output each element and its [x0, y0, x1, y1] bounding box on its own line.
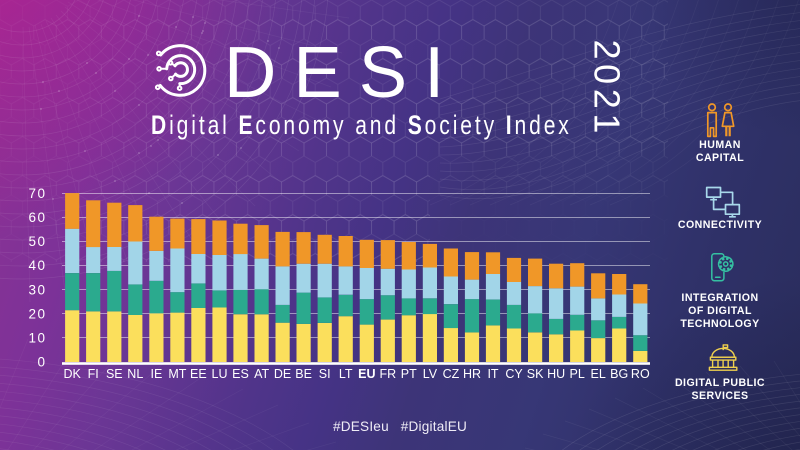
svg-text:50: 50	[28, 234, 46, 249]
svg-text:70: 70	[28, 186, 46, 201]
svg-text:LU: LU	[212, 367, 228, 381]
svg-text:SE: SE	[106, 367, 123, 381]
svg-text:CY: CY	[505, 367, 523, 381]
svg-text:40: 40	[28, 258, 46, 273]
svg-text:10: 10	[28, 331, 46, 346]
svg-text:ES: ES	[232, 367, 249, 381]
svg-text:60: 60	[28, 210, 46, 225]
svg-text:20: 20	[28, 306, 46, 321]
svg-text:FI: FI	[88, 367, 99, 381]
svg-text:EE: EE	[190, 367, 207, 381]
svg-text:SK: SK	[527, 367, 544, 381]
svg-text:BG: BG	[610, 367, 628, 381]
svg-text:IE: IE	[150, 367, 162, 381]
svg-text:CZ: CZ	[443, 367, 460, 381]
svg-text:HR: HR	[463, 367, 481, 381]
svg-text:DE: DE	[274, 367, 291, 381]
svg-text:RO: RO	[631, 367, 650, 381]
svg-text:FR: FR	[379, 367, 396, 381]
svg-text:NL: NL	[127, 367, 143, 381]
svg-text:DK: DK	[64, 367, 82, 381]
svg-text:0: 0	[37, 355, 46, 370]
svg-text:30: 30	[28, 282, 46, 297]
svg-text:IT: IT	[487, 367, 498, 381]
svg-text:BE: BE	[295, 367, 312, 381]
svg-text:LV: LV	[423, 367, 438, 381]
svg-text:SI: SI	[319, 367, 331, 381]
svg-text:HU: HU	[547, 367, 565, 381]
svg-text:EL: EL	[591, 367, 606, 381]
svg-text:PL: PL	[570, 367, 585, 381]
svg-text:LT: LT	[339, 367, 353, 381]
svg-text:MT: MT	[168, 367, 186, 381]
svg-text:EU: EU	[358, 367, 375, 381]
svg-text:PT: PT	[401, 367, 417, 381]
svg-text:AT: AT	[254, 367, 269, 381]
